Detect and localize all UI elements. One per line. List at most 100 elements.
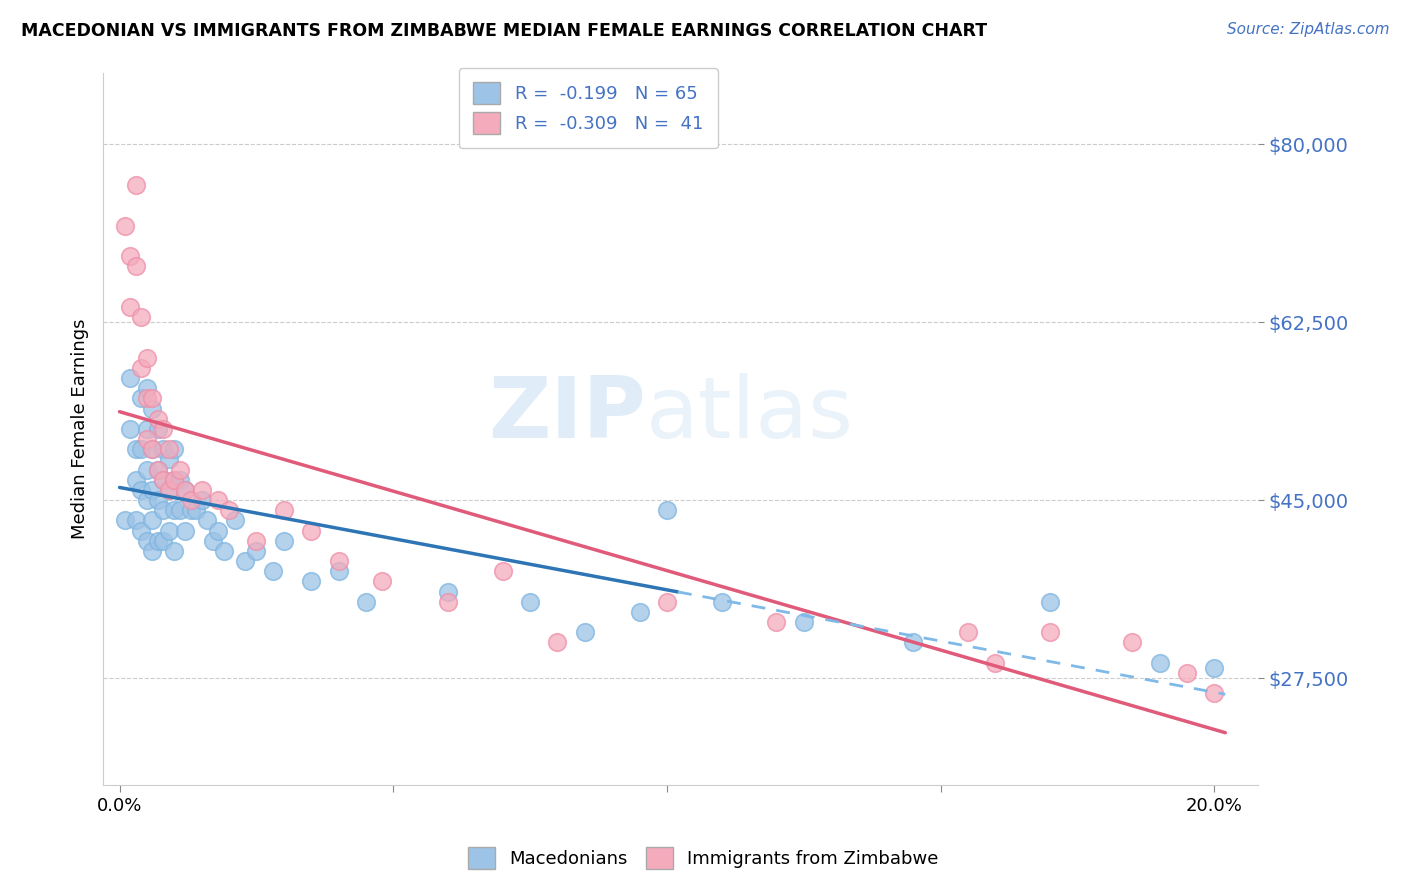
Point — [125, 473, 148, 487]
Point — [131, 483, 153, 497]
Legend: Macedonians, Immigrants from Zimbabwe: Macedonians, Immigrants from Zimbabwe — [458, 838, 948, 879]
Point — [174, 483, 197, 497]
Point — [157, 483, 180, 497]
Point — [157, 452, 180, 467]
Point — [1149, 656, 1171, 670]
Point — [180, 503, 202, 517]
Point — [169, 463, 191, 477]
Point — [131, 392, 153, 406]
Point — [146, 493, 169, 508]
Point — [1039, 595, 1062, 609]
Point — [163, 473, 186, 487]
Legend: R =  -0.199   N = 65, R =  -0.309   N =  41: R = -0.199 N = 65, R = -0.309 N = 41 — [458, 68, 717, 148]
Point — [141, 544, 163, 558]
Point — [371, 574, 394, 589]
Point — [146, 463, 169, 477]
Point — [180, 493, 202, 508]
Point — [1121, 635, 1143, 649]
Point — [195, 513, 218, 527]
Point — [245, 533, 267, 548]
Point — [135, 463, 157, 477]
Point — [655, 595, 678, 609]
Point — [157, 442, 180, 457]
Point — [574, 625, 596, 640]
Point — [131, 524, 153, 538]
Point — [135, 533, 157, 548]
Point — [186, 503, 208, 517]
Point — [201, 533, 224, 548]
Point — [793, 615, 815, 629]
Point — [218, 503, 240, 517]
Point — [146, 463, 169, 477]
Point — [903, 635, 925, 649]
Point — [135, 381, 157, 395]
Point — [131, 442, 153, 457]
Point — [141, 442, 163, 457]
Point — [157, 524, 180, 538]
Point — [224, 513, 246, 527]
Point — [207, 524, 229, 538]
Point — [141, 392, 163, 406]
Point — [141, 442, 163, 457]
Point — [765, 615, 787, 629]
Point — [157, 483, 180, 497]
Point — [1175, 665, 1198, 680]
Point — [141, 483, 163, 497]
Point — [299, 574, 322, 589]
Point — [120, 249, 142, 263]
Point — [273, 503, 295, 517]
Point — [169, 473, 191, 487]
Point — [1039, 625, 1062, 640]
Point — [984, 656, 1007, 670]
Point — [120, 300, 142, 314]
Point — [1204, 686, 1226, 700]
Point — [328, 564, 350, 578]
Point — [135, 422, 157, 436]
Point — [135, 392, 157, 406]
Point — [437, 595, 460, 609]
Point — [152, 473, 174, 487]
Point — [299, 524, 322, 538]
Point — [152, 503, 174, 517]
Point — [190, 493, 212, 508]
Point — [519, 595, 541, 609]
Point — [546, 635, 568, 649]
Point — [146, 412, 169, 426]
Point — [114, 219, 136, 233]
Y-axis label: Median Female Earnings: Median Female Earnings — [72, 318, 89, 540]
Point — [163, 503, 186, 517]
Point — [141, 513, 163, 527]
Point — [262, 564, 284, 578]
Point — [207, 493, 229, 508]
Point — [492, 564, 515, 578]
Point — [956, 625, 979, 640]
Text: atlas: atlas — [645, 373, 853, 457]
Point — [273, 533, 295, 548]
Point — [1204, 661, 1226, 675]
Point — [710, 595, 733, 609]
Point — [135, 351, 157, 365]
Point — [163, 473, 186, 487]
Point — [125, 442, 148, 457]
Point — [125, 260, 148, 274]
Point — [174, 483, 197, 497]
Text: Source: ZipAtlas.com: Source: ZipAtlas.com — [1226, 22, 1389, 37]
Point — [152, 533, 174, 548]
Point — [628, 605, 651, 619]
Point — [141, 401, 163, 416]
Point — [152, 442, 174, 457]
Point — [174, 524, 197, 538]
Point — [131, 310, 153, 325]
Point — [120, 371, 142, 385]
Point — [114, 513, 136, 527]
Point — [163, 442, 186, 457]
Text: ZIP: ZIP — [488, 373, 645, 457]
Point — [120, 422, 142, 436]
Point — [135, 432, 157, 446]
Point — [125, 178, 148, 192]
Point — [131, 361, 153, 376]
Point — [245, 544, 267, 558]
Point — [152, 422, 174, 436]
Point — [190, 483, 212, 497]
Point — [163, 544, 186, 558]
